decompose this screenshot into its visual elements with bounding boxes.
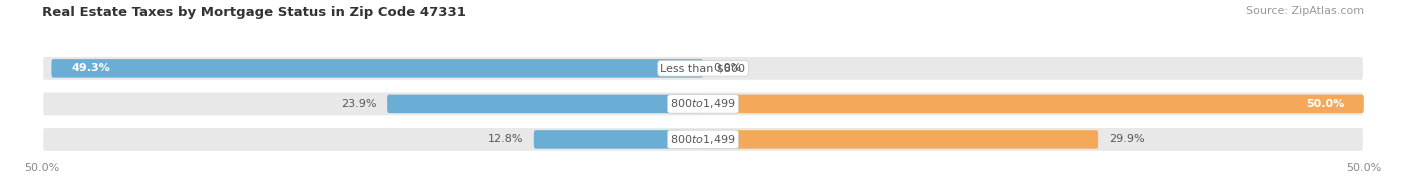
Text: Less than $800: Less than $800 [661,63,745,73]
Text: 50.0%: 50.0% [1306,99,1344,109]
FancyBboxPatch shape [387,95,703,113]
FancyBboxPatch shape [703,130,1098,149]
Text: $800 to $1,499: $800 to $1,499 [671,97,735,110]
FancyBboxPatch shape [703,95,1364,113]
FancyBboxPatch shape [42,127,1364,152]
Text: 0.0%: 0.0% [714,63,742,73]
Text: Real Estate Taxes by Mortgage Status in Zip Code 47331: Real Estate Taxes by Mortgage Status in … [42,6,465,19]
FancyBboxPatch shape [534,130,703,149]
Text: 23.9%: 23.9% [342,99,377,109]
FancyBboxPatch shape [42,92,1364,116]
FancyBboxPatch shape [52,59,703,78]
Text: 12.8%: 12.8% [488,134,523,144]
FancyBboxPatch shape [42,56,1364,81]
Text: 49.3%: 49.3% [72,63,110,73]
Legend: Without Mortgage, With Mortgage: Without Mortgage, With Mortgage [579,191,827,196]
Text: 29.9%: 29.9% [1109,134,1144,144]
Text: $800 to $1,499: $800 to $1,499 [671,133,735,146]
Text: Source: ZipAtlas.com: Source: ZipAtlas.com [1246,6,1364,16]
